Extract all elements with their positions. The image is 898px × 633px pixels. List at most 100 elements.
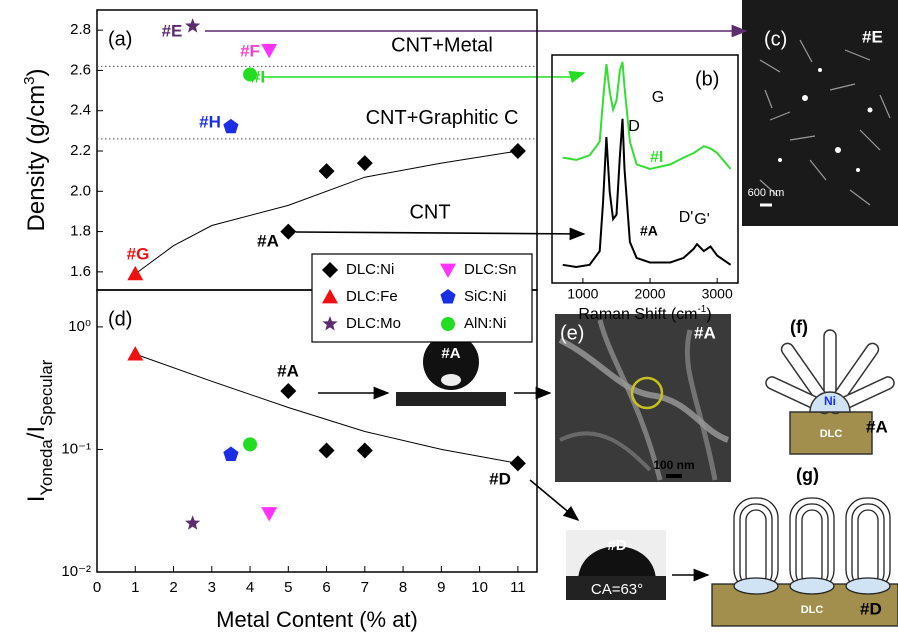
peak-label: G' <box>694 211 710 228</box>
reference-label: CNT+Graphitic C <box>366 107 519 129</box>
point-label: #E <box>162 21 183 40</box>
point <box>127 266 143 280</box>
x-tick-label: 7 <box>361 579 369 596</box>
legend-label: DLC:Mo <box>346 315 401 332</box>
scale-label: 100 nm <box>653 458 694 472</box>
axis-title-part: Density (g/cm <box>23 85 50 232</box>
axis-title: IYoneda/ISpecular <box>23 359 56 502</box>
point <box>127 346 143 360</box>
series-label: #I <box>650 149 663 166</box>
y-tick-label: 2.6 <box>70 61 91 78</box>
y-tick-label: 10⁰ <box>68 318 91 335</box>
panel-label: (c) <box>764 28 787 50</box>
point <box>185 18 200 32</box>
axis-title-part: 3 <box>22 77 38 85</box>
x-tick-label: 1000 <box>567 286 598 302</box>
axis-title-part: ) <box>23 69 50 77</box>
point <box>357 155 373 171</box>
peak-label: G <box>652 89 664 106</box>
legend-marker <box>441 317 455 331</box>
axis-title-part: Specular <box>37 359 56 426</box>
y-tick-label: 2.4 <box>70 102 91 119</box>
axis-title-part: Metal Content (% at) <box>216 607 418 632</box>
legend-label: DLC:Fe <box>346 288 398 305</box>
x-tick-label: 11 <box>510 579 526 596</box>
peak-label: D' <box>679 209 694 226</box>
image-tag: #A <box>694 323 716 342</box>
x-tick-label: 8 <box>399 579 407 596</box>
point-label: #I <box>251 67 265 86</box>
point <box>243 437 257 451</box>
axis-title-part: I <box>23 496 50 503</box>
panel-label: (b) <box>695 68 719 90</box>
panel-label: (d) <box>108 308 132 330</box>
axis-title-part: ) <box>706 306 711 323</box>
legend-label: SiC:Ni <box>464 288 507 305</box>
point <box>319 443 335 459</box>
series-label: #A <box>640 223 658 239</box>
point-label: #H <box>199 112 221 131</box>
image-tag: #E <box>862 27 883 46</box>
peak-label: D <box>628 118 640 135</box>
legend-label: DLC:Ni <box>346 261 394 278</box>
point <box>185 515 200 529</box>
x-tick-label: 1 <box>131 579 139 596</box>
point <box>223 446 238 460</box>
axis-title: Raman Shift (cm-1) <box>578 304 711 323</box>
x-tick-label: 3 <box>208 579 216 596</box>
x-tick-label: 2000 <box>634 286 665 302</box>
annotation: CNT <box>409 201 450 223</box>
scale-label: 600 nm <box>748 187 785 199</box>
x-tick-label: 5 <box>284 579 292 596</box>
point <box>223 119 238 133</box>
spectrum-line <box>563 119 731 267</box>
contact-angle: CA=63° <box>591 581 643 598</box>
axis-title-part: Yoneda <box>37 439 56 496</box>
panel-label: (a) <box>108 28 132 50</box>
schematic-tag: #A <box>866 417 888 436</box>
x-tick-label: 9 <box>437 579 445 596</box>
y-tick-label: 2.0 <box>70 182 91 199</box>
substrate-label: DLC <box>801 604 824 616</box>
point <box>510 455 526 471</box>
panel-label: (g) <box>796 465 819 485</box>
figure: (c) #E 600 nm (e) #A 100 nm #A CA=165° #… <box>0 0 898 633</box>
droplet-tag: #D <box>607 537 626 554</box>
point <box>280 224 296 240</box>
y-tick-label: 10⁻¹ <box>61 440 91 457</box>
x-tick-label: 4 <box>246 579 254 596</box>
legend-label: AlN:Ni <box>464 315 507 332</box>
schematic-tag: #D <box>860 599 882 618</box>
y-tick-label: 1.8 <box>70 223 91 240</box>
core-label: Ni <box>824 394 836 408</box>
x-tick-label: 2 <box>169 579 177 596</box>
point-label: #D <box>489 469 511 488</box>
x-tick-label: 0 <box>93 579 101 596</box>
reference-label: CNT+Metal <box>391 35 493 57</box>
point-label: #A <box>257 231 279 250</box>
x-tick-label: 10 <box>471 579 488 596</box>
y-tick-label: 2.2 <box>70 142 91 159</box>
axis-title: Metal Content (% at) <box>216 607 418 632</box>
legend-label: DLC:Sn <box>464 261 517 278</box>
droplet-tag: #A <box>441 345 460 362</box>
point <box>280 383 296 399</box>
y-tick-label: 10⁻² <box>61 563 91 580</box>
panel-label: (f) <box>790 317 808 337</box>
point <box>261 507 277 521</box>
point-label: #A <box>277 361 299 380</box>
x-tick-label: 6 <box>322 579 330 596</box>
substrate-label: DLC <box>820 428 843 440</box>
axis-title-part: Raman Shift (cm <box>578 306 697 323</box>
point <box>510 143 526 159</box>
point-label: #F <box>240 41 260 60</box>
point <box>357 443 373 459</box>
axis-title-part: /I <box>23 426 50 439</box>
y-tick-label: 1.6 <box>70 263 91 280</box>
x-tick-label: 3000 <box>702 286 733 302</box>
y-tick-label: 2.8 <box>70 21 91 38</box>
point <box>319 163 335 179</box>
panel-label: (e) <box>560 322 584 344</box>
axis-title: Density (g/cm3) <box>22 69 50 232</box>
point <box>261 44 277 58</box>
